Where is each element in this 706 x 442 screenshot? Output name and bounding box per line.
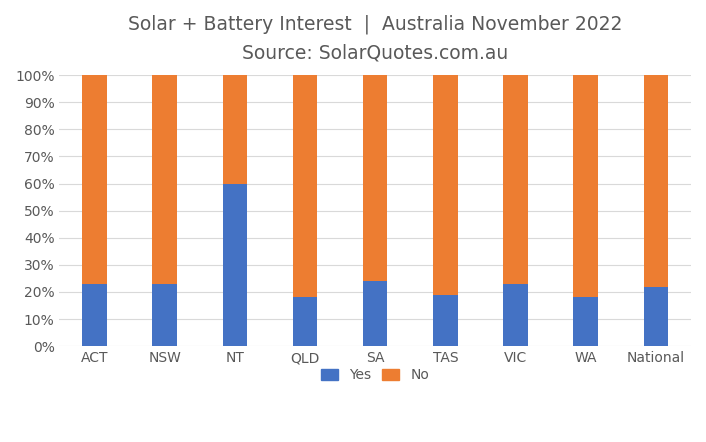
Bar <box>82 284 107 346</box>
Bar <box>222 183 247 346</box>
Legend: Yes, No: Yes, No <box>316 363 435 388</box>
Bar <box>644 75 668 286</box>
Bar <box>363 75 388 281</box>
Bar <box>433 75 457 295</box>
Bar <box>433 295 457 346</box>
Bar <box>293 297 317 346</box>
Bar <box>152 75 177 284</box>
Bar <box>363 281 388 346</box>
Bar <box>152 284 177 346</box>
Bar <box>82 75 107 284</box>
Title: Solar + Battery Interest  |  Australia November 2022
Source: SolarQuotes.com.au: Solar + Battery Interest | Australia Nov… <box>128 15 623 62</box>
Bar <box>573 75 598 297</box>
Bar <box>222 75 247 183</box>
Bar <box>293 75 317 297</box>
Bar <box>503 75 528 284</box>
Bar <box>573 297 598 346</box>
Bar <box>503 284 528 346</box>
Bar <box>644 286 668 346</box>
